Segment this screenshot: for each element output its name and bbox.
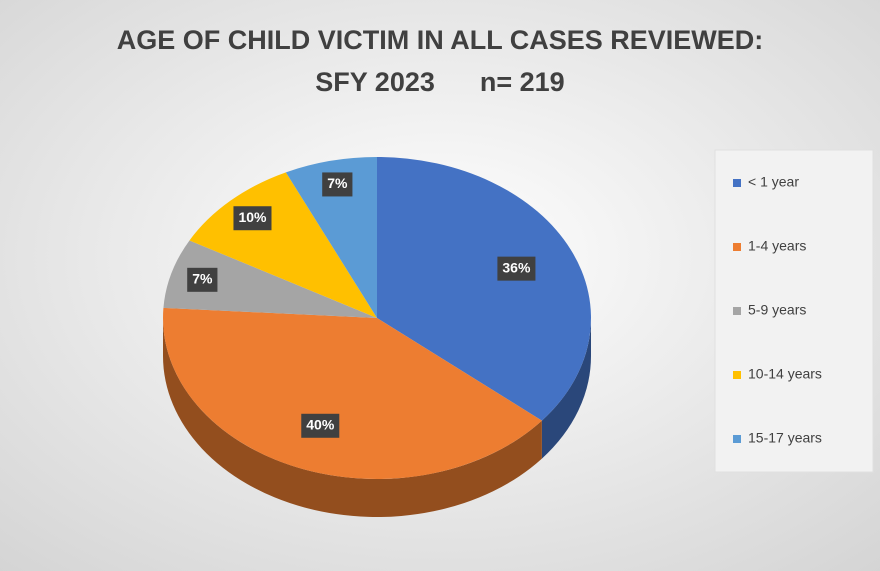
legend-label: 10-14 years bbox=[748, 366, 822, 382]
pie-slice bbox=[163, 240, 377, 318]
legend-label: 5-9 years bbox=[748, 302, 806, 318]
chart-subtitle: SFY 2023 n= 219 bbox=[315, 67, 564, 97]
legend-swatch bbox=[733, 243, 741, 251]
data-label-box bbox=[322, 172, 353, 197]
pie-slice bbox=[285, 157, 377, 318]
data-label: 40% bbox=[306, 416, 335, 432]
legend-label: 15-17 years bbox=[748, 430, 822, 446]
legend-box bbox=[714, 149, 874, 473]
legend-swatch bbox=[733, 179, 741, 187]
data-label: 7% bbox=[192, 271, 213, 287]
legend-label: 1-4 years bbox=[748, 238, 806, 254]
pie-side bbox=[541, 318, 591, 459]
data-label: 10% bbox=[238, 209, 267, 225]
legend-swatch bbox=[733, 371, 741, 379]
pie-slice bbox=[163, 307, 542, 479]
chart-title: AGE OF CHILD VICTIM IN ALL CASES REVIEWE… bbox=[117, 25, 764, 55]
pie-side bbox=[163, 318, 542, 517]
data-label-box bbox=[301, 413, 340, 438]
pie-slice bbox=[377, 157, 591, 421]
data-label: 7% bbox=[327, 175, 348, 191]
data-label-box bbox=[233, 206, 272, 231]
legend-swatch bbox=[733, 435, 741, 443]
data-label: 36% bbox=[502, 259, 531, 275]
data-label-box bbox=[497, 256, 536, 281]
legend-swatch bbox=[733, 307, 741, 315]
legend-label: < 1 year bbox=[748, 174, 799, 190]
data-label-box bbox=[187, 267, 218, 292]
